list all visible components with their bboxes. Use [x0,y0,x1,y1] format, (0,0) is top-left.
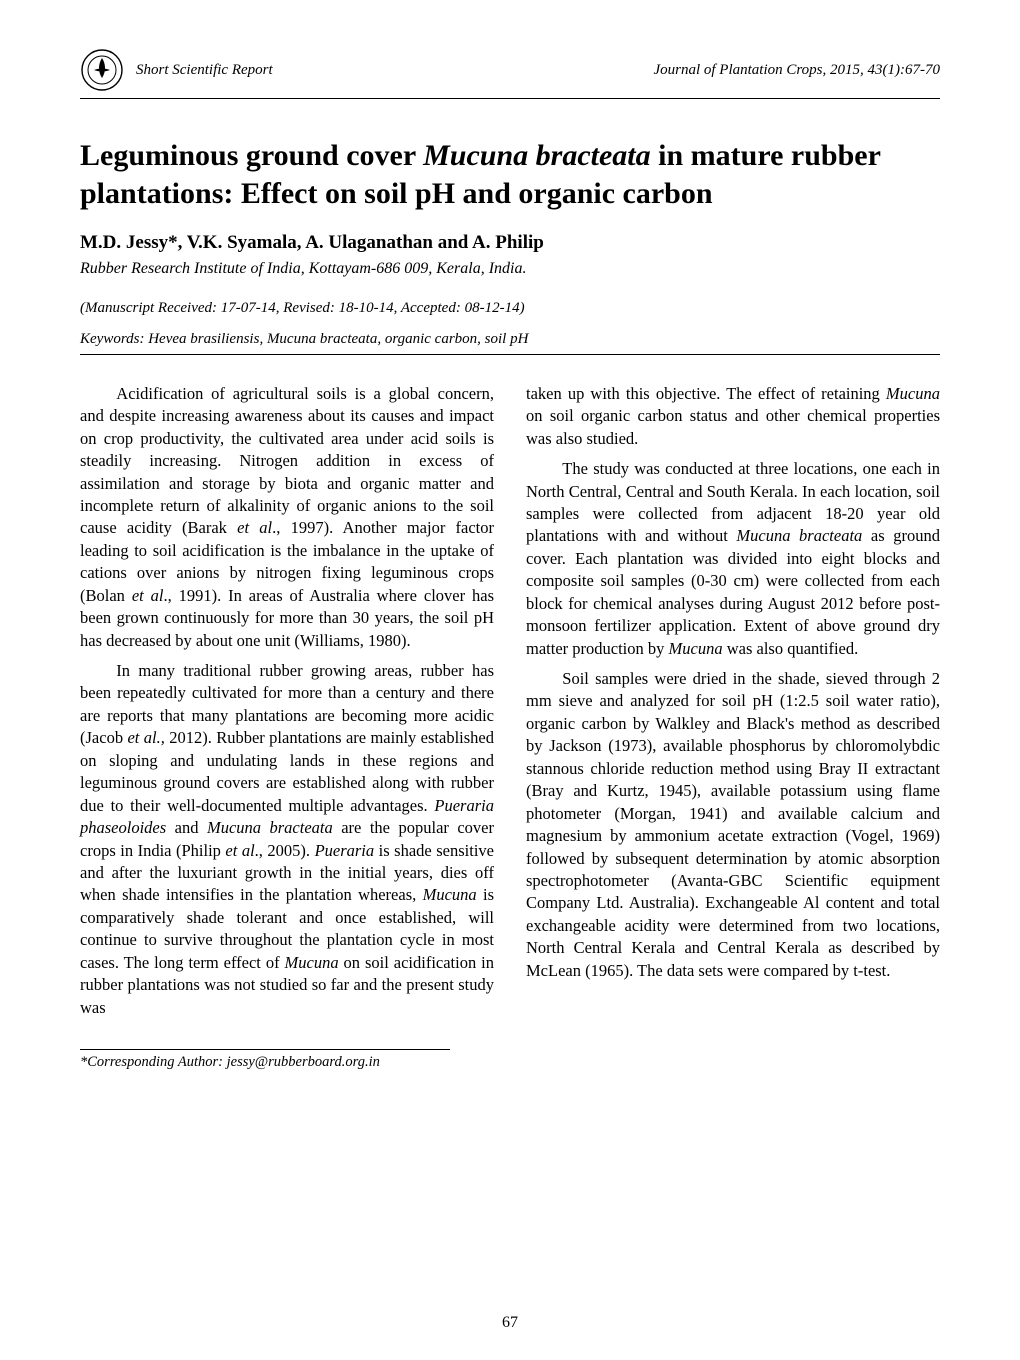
para-l2: In many traditional rubber growing areas… [80,660,494,1019]
para-l1: Acidification of agricultural soils is a… [80,383,494,652]
header-left: Short Scientific Report [80,48,273,92]
header-rule [80,98,940,99]
keywords-hevea: Hevea brasiliensis [148,331,259,347]
page-number: 67 [0,1314,1020,1332]
body-text-ital: Mucuna bracteata [736,526,862,545]
keywords-label: Keywords: [80,331,148,347]
keywords-mucuna: Mucuna bracteata [267,331,377,347]
para-r2: The study was conducted at three locatio… [526,458,940,660]
keywords-line: Keywords: Hevea brasiliensis, Mucuna bra… [80,331,940,348]
manuscript-dates: (Manuscript Received: 17-07-14, Revised:… [80,300,940,317]
footer-rule [80,1049,450,1050]
body-text-ital: et al., [127,728,164,747]
keywords-rest: , organic carbon, soil pH [377,331,528,347]
body-text-ital: Mucuna [423,885,477,904]
body-text-ital: Mucuna [886,384,940,403]
body-text-ital: et al [225,841,254,860]
body-text: on soil organic carbon status and other … [526,406,940,447]
title-text-1: Leguminous ground cover [80,139,423,172]
body-text: taken up with this objective. The effect… [526,384,886,403]
article-title: Leguminous ground cover Mucuna bracteata… [80,137,940,214]
affiliation: Rubber Research Institute of India, Kott… [80,260,940,278]
body-text-ital: Mucuna bracteata [207,818,333,837]
title-species: Mucuna bracteata [423,139,651,172]
body-text: was also quantified. [723,639,859,658]
journal-citation: Journal of Plantation Crops, 2015, 43(1)… [653,62,940,79]
page-header: Short Scientific Report Journal of Plant… [80,48,940,92]
body-columns: Acidification of agricultural soils is a… [80,383,940,1027]
para-r3: Soil samples were dried in the shade, si… [526,668,940,982]
body-text-ital: et al [237,518,272,537]
body-text: Soil samples were dried in the shade, si… [526,669,940,980]
body-text-ital: Mucuna [669,639,723,658]
report-type-label: Short Scientific Report [136,62,273,79]
keywords-sep1: , [259,331,267,347]
corresponding-author: *Corresponding Author: jessy@rubberboard… [80,1054,940,1071]
left-column: Acidification of agricultural soils is a… [80,383,494,1027]
body-text-ital: Mucuna [285,953,339,972]
para-r1: taken up with this objective. The effect… [526,383,940,450]
body-text-ital: et al [132,586,164,605]
body-text: and [166,818,207,837]
society-logo-icon [80,48,124,92]
body-text-ital: Pueraria [315,841,375,860]
right-column: taken up with this objective. The effect… [526,383,940,1027]
body-text: Acidification of agricultural soils is a… [80,384,494,538]
keywords-rule [80,354,940,355]
body-text: ., 2005). [255,841,315,860]
authors-list: M.D. Jessy*, V.K. Syamala, A. Ulaganatha… [80,232,940,254]
